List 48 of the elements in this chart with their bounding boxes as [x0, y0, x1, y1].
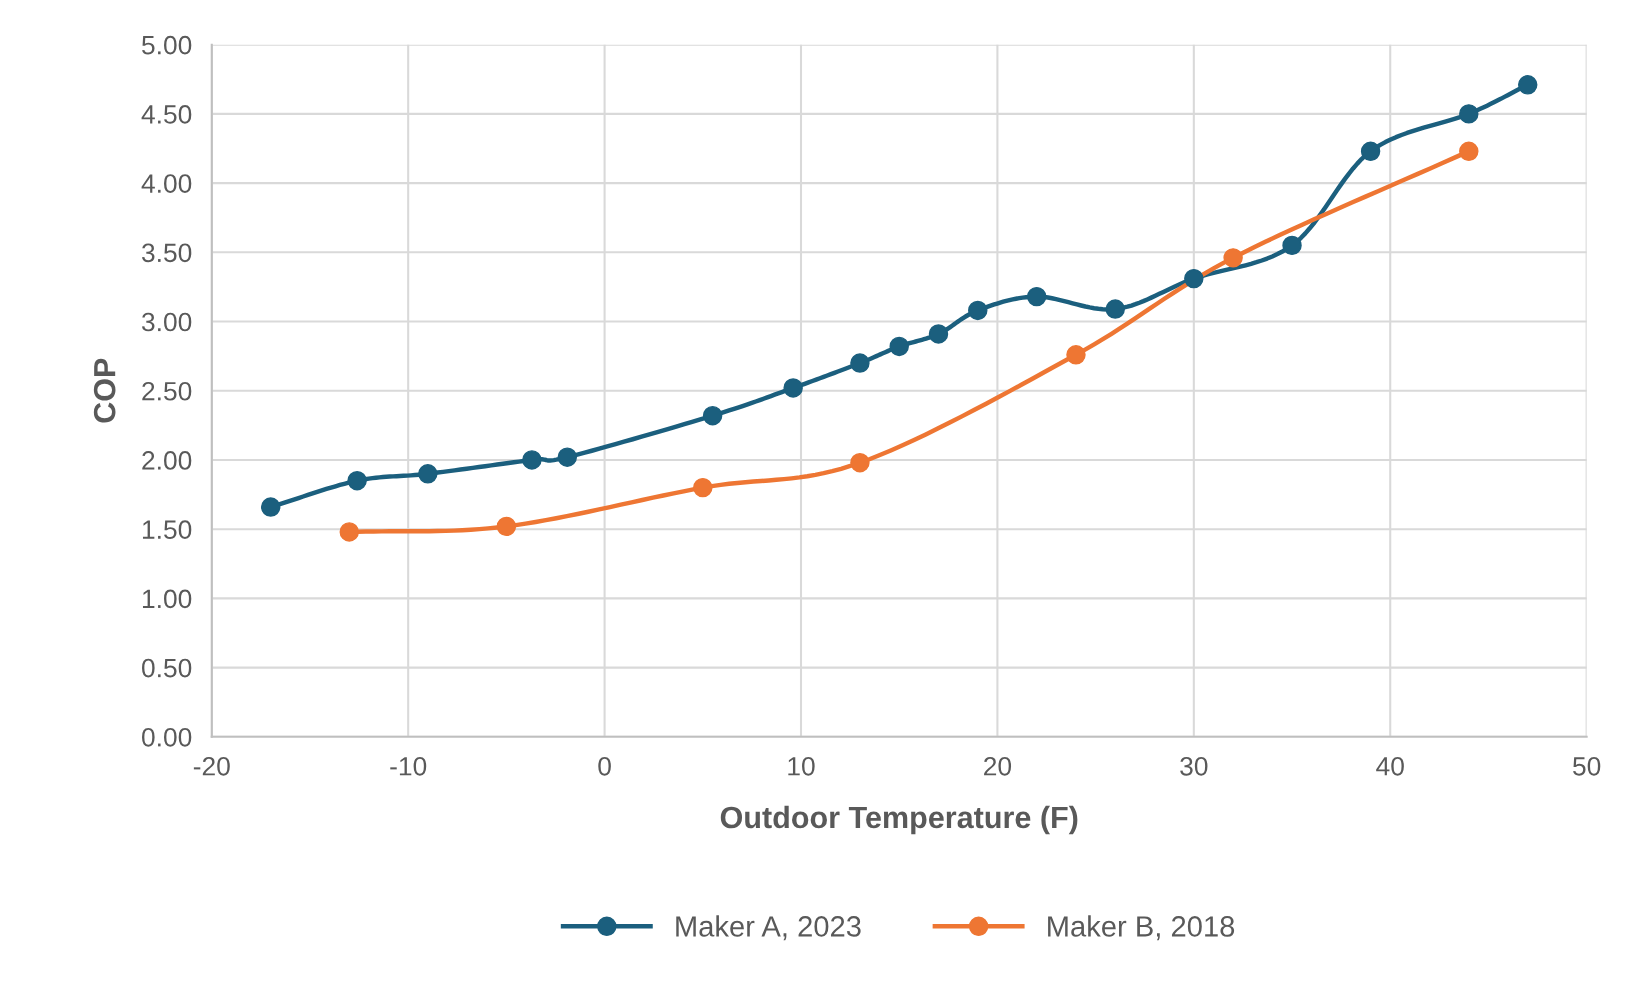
y-tick-label: 4.50	[141, 105, 192, 124]
x-tick-label: 20	[984, 756, 1012, 776]
point	[968, 300, 988, 321]
x-tick-label: 40	[1376, 756, 1404, 776]
x-tick-label: 50	[1573, 756, 1601, 776]
point	[522, 450, 542, 470]
point	[1105, 299, 1125, 319]
point	[496, 516, 517, 537]
point	[1223, 248, 1243, 268]
point	[1026, 286, 1047, 307]
point	[693, 477, 713, 498]
y-tick-label: 3.50	[141, 243, 192, 263]
x-tick-label: -10	[390, 756, 427, 776]
x-tick-label: 30	[1180, 756, 1208, 776]
point	[1360, 141, 1381, 161]
point	[1517, 75, 1538, 95]
point	[260, 497, 281, 517]
point	[1066, 345, 1086, 365]
x-tick-label: -20	[193, 756, 230, 776]
point	[850, 353, 870, 373]
y-tick-label: 0.50	[142, 658, 192, 678]
y-tick-label: 4.00	[141, 174, 192, 193]
point	[783, 378, 803, 398]
y-tick-label: 0.00	[142, 727, 192, 747]
point	[1184, 268, 1204, 289]
point	[1459, 104, 1479, 124]
point	[347, 470, 367, 491]
point	[928, 324, 949, 344]
y-tick-label: 5.00	[142, 35, 192, 55]
y-axis-title: COP	[93, 358, 116, 423]
legend-label: Maker A, 2023	[676, 915, 861, 941]
point	[418, 464, 438, 484]
point	[1459, 141, 1479, 161]
x-tick-label: 0	[598, 756, 611, 776]
y-tick-label: 1.00	[142, 589, 192, 609]
point	[1282, 235, 1302, 256]
legend-label: Maker B, 2018	[1048, 915, 1235, 941]
y-tick-label: 2.50	[142, 381, 192, 401]
y-tick-label: 3.00	[141, 312, 192, 332]
y-tick-label: 1.50	[142, 520, 192, 539]
point	[702, 405, 723, 426]
y-tick-label: 2.00	[142, 451, 192, 470]
point	[850, 453, 870, 473]
point	[557, 447, 577, 467]
x-tick-label: 10	[788, 756, 815, 776]
x-axis-title: Outdoor Temperature (F)	[720, 805, 1078, 835]
point	[339, 522, 359, 542]
point	[889, 336, 909, 357]
